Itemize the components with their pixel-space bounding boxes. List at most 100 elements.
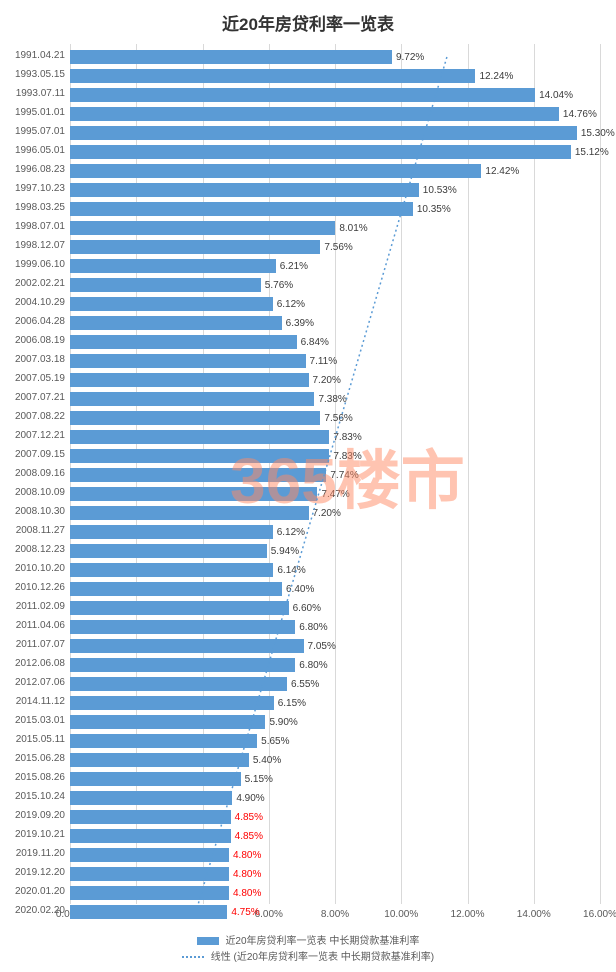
bar-row: 2019.10.214.85% bbox=[70, 829, 263, 843]
y-axis-label: 2011.04.06 bbox=[5, 620, 65, 631]
bar-value-label: 6.80% bbox=[299, 622, 327, 633]
y-axis-label: 1996.08.23 bbox=[5, 164, 65, 175]
bar-value-label: 6.12% bbox=[277, 299, 305, 310]
bar-value-label: 7.11% bbox=[310, 356, 338, 367]
y-axis-label: 2007.07.21 bbox=[5, 392, 65, 403]
y-axis-label: 2004.10.29 bbox=[5, 297, 65, 308]
y-axis-label: 1998.07.01 bbox=[5, 221, 65, 232]
bar-row: 1991.04.219.72% bbox=[70, 50, 424, 64]
y-axis-label: 2015.05.11 bbox=[5, 734, 65, 745]
x-tick-label: 16.00% bbox=[583, 909, 616, 920]
y-axis-label: 2008.10.09 bbox=[5, 487, 65, 498]
bar bbox=[70, 411, 320, 425]
y-axis-label: 2015.06.28 bbox=[5, 753, 65, 764]
bar bbox=[70, 677, 287, 691]
bar bbox=[70, 487, 317, 501]
bar bbox=[70, 867, 229, 881]
y-axis-label: 2007.08.22 bbox=[5, 411, 65, 422]
bar-row: 2015.06.285.40% bbox=[70, 753, 281, 767]
bar-value-label: 6.80% bbox=[299, 660, 327, 671]
bar-value-label: 4.75% bbox=[231, 907, 259, 918]
bar-row: 2007.12.217.83% bbox=[70, 430, 362, 444]
y-axis-label: 1993.05.15 bbox=[5, 69, 65, 80]
bar-row: 2008.10.307.20% bbox=[70, 506, 341, 520]
bar-value-label: 6.15% bbox=[278, 698, 306, 709]
bar-row: 1998.12.077.56% bbox=[70, 240, 353, 254]
x-tick-label: 12.00% bbox=[451, 909, 485, 920]
bar-value-label: 6.21% bbox=[280, 261, 308, 272]
bar bbox=[70, 278, 261, 292]
y-axis-label: 2014.11.12 bbox=[5, 696, 65, 707]
bar bbox=[70, 126, 577, 140]
bar bbox=[70, 202, 413, 216]
bar-value-label: 6.60% bbox=[293, 603, 321, 614]
bar-value-label: 6.39% bbox=[286, 318, 314, 329]
bar bbox=[70, 772, 241, 786]
bar-value-label: 4.80% bbox=[233, 869, 261, 880]
bar bbox=[70, 582, 282, 596]
bar bbox=[70, 544, 267, 558]
bar-row: 2008.10.097.47% bbox=[70, 487, 350, 501]
bar-row: 1998.03.2510.35% bbox=[70, 202, 451, 216]
bar-value-label: 5.94% bbox=[271, 546, 299, 557]
bar bbox=[70, 297, 273, 311]
bar-value-label: 7.83% bbox=[333, 451, 361, 462]
bar bbox=[70, 620, 295, 634]
bar bbox=[70, 107, 559, 121]
bar bbox=[70, 791, 232, 805]
bar bbox=[70, 734, 257, 748]
bar bbox=[70, 753, 249, 767]
legend-dots-icon bbox=[182, 956, 204, 958]
y-axis-label: 1998.03.25 bbox=[5, 202, 65, 213]
bar-row: 2002.02.215.76% bbox=[70, 278, 293, 292]
y-axis-label: 1993.07.11 bbox=[5, 88, 65, 99]
legend: 近20年房贷利率一览表 中长期贷款基准利率 线性 (近20年房贷利率一览表 中长… bbox=[0, 934, 616, 966]
bar bbox=[70, 905, 227, 919]
x-tick-label: 8.00% bbox=[321, 909, 349, 920]
bar bbox=[70, 183, 419, 197]
x-tick-label: 10.00% bbox=[384, 909, 418, 920]
bar-value-label: 14.76% bbox=[563, 109, 597, 120]
bar bbox=[70, 373, 309, 387]
bar bbox=[70, 392, 314, 406]
bar-row: 1996.08.2312.42% bbox=[70, 164, 519, 178]
bar bbox=[70, 449, 329, 463]
bar-row: 1996.05.0115.12% bbox=[70, 145, 609, 159]
bar-value-label: 4.80% bbox=[233, 888, 261, 899]
bar-row: 2006.08.196.84% bbox=[70, 335, 329, 349]
bar-row: 2019.09.204.85% bbox=[70, 810, 263, 824]
bar-row: 2008.12.235.94% bbox=[70, 544, 299, 558]
bar-value-label: 15.12% bbox=[575, 147, 609, 158]
bar-row: 2020.01.204.80% bbox=[70, 886, 261, 900]
y-axis-label: 2008.11.27 bbox=[5, 525, 65, 536]
bar-row: 1995.07.0115.30% bbox=[70, 126, 615, 140]
bar bbox=[70, 240, 320, 254]
gridline bbox=[600, 44, 601, 904]
y-axis-label: 2011.02.09 bbox=[5, 601, 65, 612]
bar-value-label: 14.04% bbox=[539, 90, 573, 101]
bar bbox=[70, 563, 273, 577]
y-axis-label: 2019.09.20 bbox=[5, 810, 65, 821]
bar-value-label: 7.47% bbox=[321, 489, 349, 500]
legend-swatch-icon bbox=[197, 937, 219, 945]
y-axis-label: 2007.12.21 bbox=[5, 430, 65, 441]
legend-series-label: 近20年房贷利率一览表 中长期贷款基准利率 bbox=[225, 936, 419, 947]
y-axis-label: 2007.09.15 bbox=[5, 449, 65, 460]
y-axis-label: 2008.12.23 bbox=[5, 544, 65, 555]
y-axis-label: 2006.08.19 bbox=[5, 335, 65, 346]
y-axis-label: 1996.05.01 bbox=[5, 145, 65, 156]
bar-value-label: 8.01% bbox=[339, 223, 367, 234]
y-axis-label: 2015.08.26 bbox=[5, 772, 65, 783]
y-axis-label: 2019.12.20 bbox=[5, 867, 65, 878]
bar bbox=[70, 601, 289, 615]
bar-value-label: 4.80% bbox=[233, 850, 261, 861]
bar-row: 2010.12.266.40% bbox=[70, 582, 314, 596]
legend-trend-label: 线性 (近20年房贷利率一览表 中长期贷款基准利率) bbox=[211, 952, 434, 963]
bar-row: 2010.10.206.14% bbox=[70, 563, 306, 577]
y-axis-label: 2019.11.20 bbox=[5, 848, 65, 859]
bar-row: 1995.01.0114.76% bbox=[70, 107, 597, 121]
y-axis-label: 2015.10.24 bbox=[5, 791, 65, 802]
bar-value-label: 6.55% bbox=[291, 679, 319, 690]
bar bbox=[70, 506, 309, 520]
bar-value-label: 5.90% bbox=[269, 717, 297, 728]
